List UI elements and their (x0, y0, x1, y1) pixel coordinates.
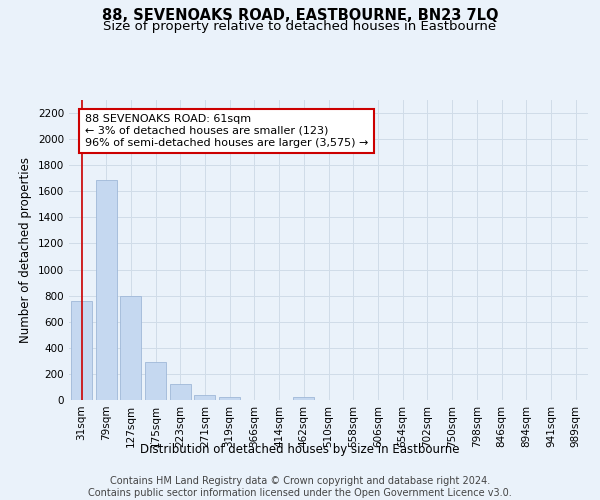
Bar (170, 384, 191, 400)
Bar (219, 396, 240, 400)
Bar (120, 296, 141, 400)
Text: 88 SEVENOAKS ROAD: 61sqm
← 3% of detached houses are smaller (123)
96% of semi-d: 88 SEVENOAKS ROAD: 61sqm ← 3% of detache… (85, 114, 368, 148)
Text: Contains HM Land Registry data © Crown copyright and database right 2024.
Contai: Contains HM Land Registry data © Crown c… (88, 476, 512, 498)
Bar (145, 362, 166, 400)
Bar (293, 398, 314, 400)
Text: Size of property relative to detached houses in Eastbourne: Size of property relative to detached ho… (103, 20, 497, 33)
Bar (95, 180, 116, 400)
Bar (194, 396, 215, 400)
Text: Distribution of detached houses by size in Eastbourne: Distribution of detached houses by size … (140, 442, 460, 456)
Bar (71, 301, 92, 400)
Y-axis label: Number of detached properties: Number of detached properties (19, 157, 32, 343)
Text: 88, SEVENOAKS ROAD, EASTBOURNE, BN23 7LQ: 88, SEVENOAKS ROAD, EASTBOURNE, BN23 7LQ (102, 8, 498, 22)
